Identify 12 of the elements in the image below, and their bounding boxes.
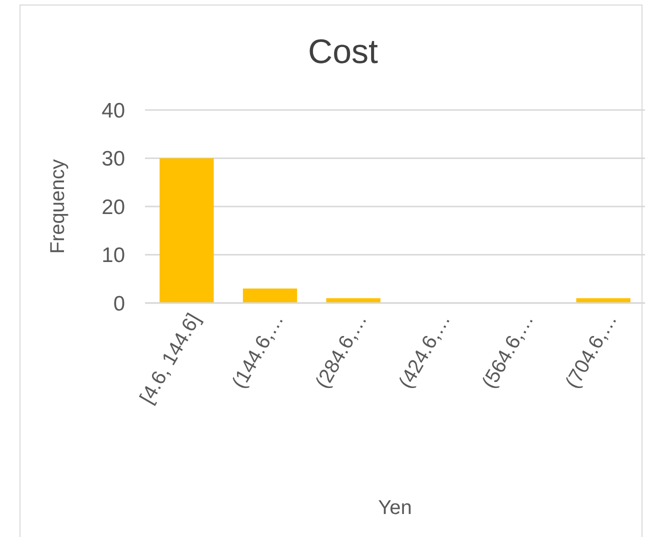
y-tick-label: 20 <box>102 196 125 219</box>
bar <box>160 158 214 303</box>
chart-title: Cost <box>308 33 378 71</box>
bar <box>242 288 298 303</box>
y-tick-label: 0 <box>113 292 125 316</box>
x-axis-title: Yen <box>378 497 412 519</box>
bar <box>326 298 380 303</box>
bar <box>576 298 630 303</box>
y-tick-label: 40 <box>102 99 125 122</box>
y-tick-label: 30 <box>102 148 125 171</box>
y-tick-label: 10 <box>102 244 125 268</box>
y-axis-title: Frequency <box>47 159 69 254</box>
